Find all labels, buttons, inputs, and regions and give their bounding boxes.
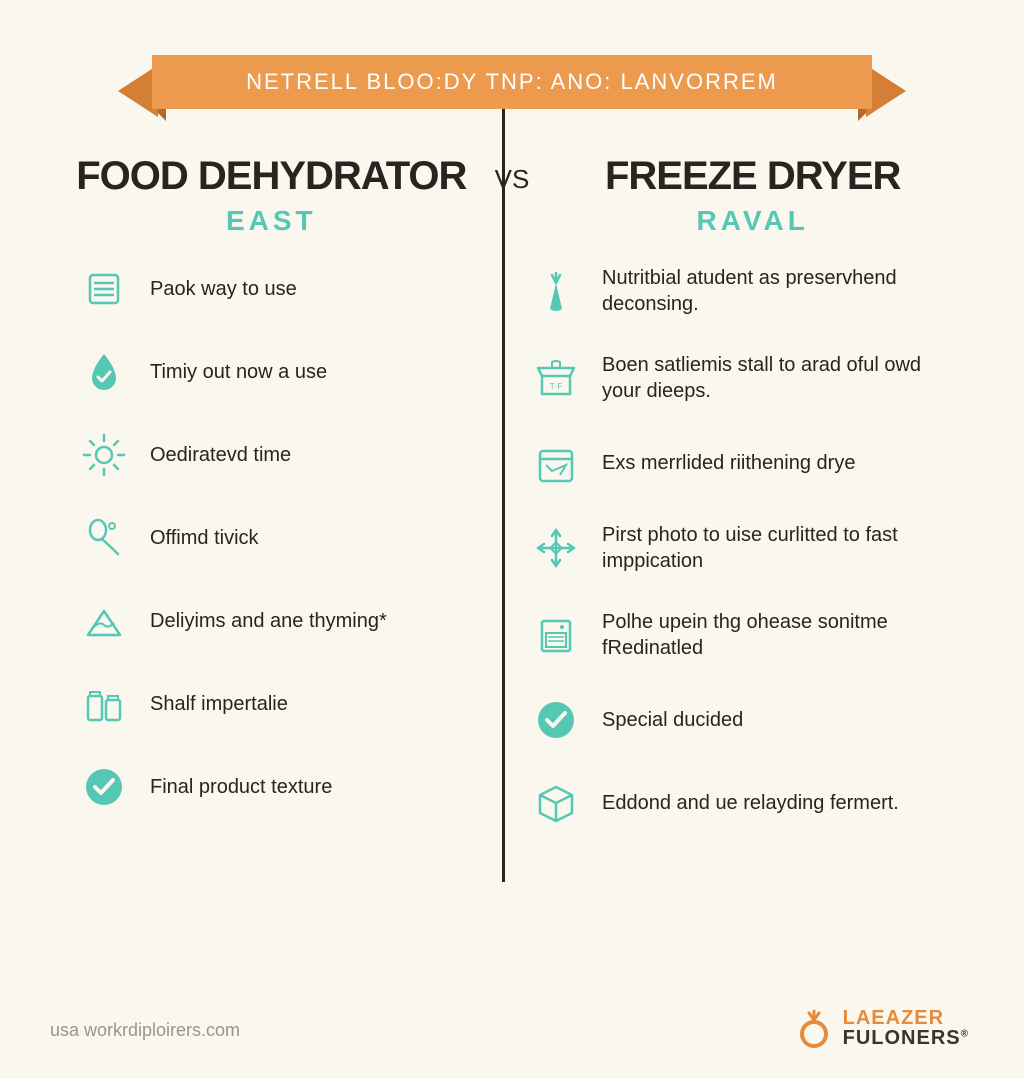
logo-icon — [793, 1007, 835, 1049]
right-column: Nutritbial atudent as preservhend decons… — [492, 265, 944, 862]
drop-check-icon — [80, 348, 128, 396]
left-item-text-0: Paok way to use — [150, 276, 297, 302]
left-item-2: Oediratevd time — [80, 431, 492, 479]
comparison-columns: Paok way to use Timiy out now a use Oedira… — [0, 265, 1024, 862]
left-item-4: Deliyims and ane thyming* — [80, 597, 492, 645]
left-item-text-3: Offimd tivick — [150, 525, 259, 551]
footer-logo: LAEAZER FULONERS® — [793, 1007, 969, 1049]
left-item-3: Offimd tivick — [80, 514, 492, 562]
left-item-text-2: Oediratevd time — [150, 442, 291, 468]
right-title: FREEZE DRYER — [541, 154, 964, 199]
calendar-icon — [532, 439, 580, 487]
right-item-2: Exs merrlided riithening drye — [532, 439, 944, 487]
left-item-text-4: Deliyims and ane thyming* — [150, 608, 387, 634]
right-item-text-6: Eddond and ue relayding fermert. — [602, 790, 899, 816]
left-item-6: Final product texture — [80, 763, 492, 811]
stack-icon — [80, 265, 128, 313]
right-item-text-0: Nutritbial atudent as preservhend decons… — [602, 265, 944, 317]
arrows-icon — [532, 524, 580, 572]
machine-icon — [532, 611, 580, 659]
right-item-text-2: Exs merrlided riithening drye — [602, 450, 855, 476]
footer-url: usa workrdiploirers.com — [50, 1020, 240, 1041]
right-item-3: Pirst photo to uise curlitted to fast im… — [532, 522, 944, 574]
right-subtitle: RAVAL — [541, 205, 964, 237]
left-title: FOOD DEHYDRATOR — [60, 154, 483, 199]
logo-line2: FULONERS® — [843, 1028, 969, 1048]
check-circle-icon — [80, 763, 128, 811]
right-item-text-3: Pirst photo to uise curlitted to fast im… — [602, 522, 944, 574]
jars-icon — [80, 680, 128, 728]
vs-label: VS — [483, 154, 542, 195]
left-title-block: FOOD DEHYDRATOR EAST — [60, 154, 483, 237]
left-item-text-1: Timiy out now a use — [150, 359, 327, 385]
banner-text: NETRELL BLOO:DY TNP: ANO: LANVORREM — [152, 55, 872, 109]
right-title-block: FREEZE DRYER RAVAL — [541, 154, 964, 237]
right-item-text-1: Boen satliemis stall to arad oful owd yo… — [602, 352, 944, 404]
left-item-text-6: Final product texture — [150, 774, 332, 800]
center-divider — [502, 97, 505, 882]
right-item-4: Polhe upein thg ohease sonitme fRedinatl… — [532, 609, 944, 661]
envelope-icon — [80, 597, 128, 645]
banner-ribbon: NETRELL BLOO:DY TNP: ANO: LANVORREM — [152, 55, 872, 109]
spoon-icon — [80, 514, 128, 562]
title-row: FOOD DEHYDRATOR EAST VS FREEZE DRYER RAV… — [0, 154, 1024, 237]
check-circle-icon — [532, 696, 580, 744]
cube-icon — [532, 779, 580, 827]
left-item-1: Timiy out now a use — [80, 348, 492, 396]
box-open-icon — [532, 354, 580, 402]
right-item-text-4: Polhe upein thg ohease sonitme fRedinatl… — [602, 609, 944, 661]
right-item-text-5: Special ducided — [602, 707, 743, 733]
right-item-0: Nutritbial atudent as preservhend decons… — [532, 265, 944, 317]
left-subtitle: EAST — [60, 205, 483, 237]
logo-line1: LAEAZER — [843, 1008, 969, 1028]
left-item-5: Shalf impertalie — [80, 680, 492, 728]
right-item-1: Boen satliemis stall to arad oful owd yo… — [532, 352, 944, 404]
logo-text: LAEAZER FULONERS® — [843, 1008, 969, 1048]
left-item-0: Paok way to use — [80, 265, 492, 313]
banner-tail-right — [866, 65, 906, 117]
sun-icon — [80, 431, 128, 479]
carrot-icon — [532, 267, 580, 315]
right-item-5: Special ducided — [532, 696, 944, 744]
left-item-text-5: Shalf impertalie — [150, 691, 288, 717]
right-item-6: Eddond and ue relayding fermert. — [532, 779, 944, 827]
left-column: Paok way to use Timiy out now a use Oedira… — [80, 265, 492, 862]
